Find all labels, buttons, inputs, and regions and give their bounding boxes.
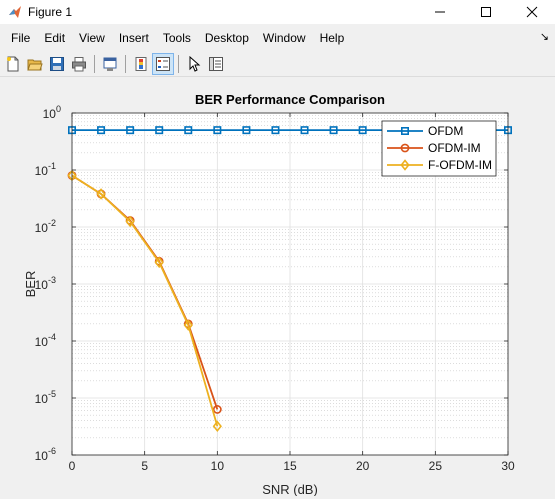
y-tick-label: 10-2: [35, 218, 56, 235]
link-plot-icon: [103, 57, 117, 71]
open-file-icon: [27, 59, 43, 70]
menu-desktop[interactable]: Desktop: [204, 31, 249, 45]
new-figure-icon: [7, 56, 19, 71]
open-file-button[interactable]: [25, 54, 45, 74]
edit-plot-cursor-icon: [189, 55, 201, 72]
menu-bar: File Edit View Insert Tools Desktop Wind…: [0, 28, 555, 48]
square-marker: [358, 126, 367, 135]
y-tick-label: 10-6: [35, 446, 56, 463]
maximize-button[interactable]: [463, 0, 509, 24]
maximize-icon: [481, 7, 491, 17]
square-marker: [329, 126, 338, 135]
x-axis-label: SNR (dB): [262, 482, 318, 496]
new-figure-button[interactable]: [3, 54, 23, 74]
property-inspector-button[interactable]: [206, 54, 226, 74]
y-axis-label: BER: [23, 271, 38, 298]
y-tick-label: 100: [43, 104, 61, 121]
x-tick-label: 20: [356, 459, 370, 473]
insert-colorbar-button[interactable]: [131, 54, 151, 74]
x-tick-label: 0: [69, 459, 76, 473]
square-marker: [155, 126, 164, 135]
matlab-logo-icon: [9, 6, 21, 18]
print-icon: [72, 56, 86, 71]
diamond-marker: [183, 319, 193, 331]
chart-title: BER Performance Comparison: [195, 92, 385, 107]
property-inspector-icon: [209, 56, 223, 71]
y-tick-label: 10-5: [35, 389, 56, 406]
ber-chart[interactable]: 0 5 10 15 20 25 3010010-110-210-310-410-510-6 …: [0, 78, 555, 497]
menu-tools[interactable]: Tools: [162, 31, 191, 45]
menu-overflow-arrow-icon[interactable]: ↘: [539, 31, 549, 43]
close-icon: [526, 6, 538, 18]
menu-help[interactable]: Help: [319, 31, 345, 45]
square-marker: [242, 126, 251, 135]
x-tick-label: 25: [429, 459, 443, 473]
minimize-icon: [435, 11, 445, 13]
x-tick-label: 10: [211, 459, 225, 473]
series-line: [71, 174, 219, 427]
insert-legend-icon: [156, 56, 170, 71]
figure-canvas[interactable]: 0 5 10 15 20 25 30 100 10-1 10-2 10-3 10-4 10-5 10-6 …: [0, 78, 555, 497]
diamond-marker: [125, 215, 135, 228]
square-marker: [184, 126, 193, 135]
save-icon: [50, 56, 64, 71]
insert-legend-button[interactable]: [152, 52, 174, 75]
minimize-button[interactable]: [417, 0, 463, 24]
y-tick-label: 10-4: [35, 332, 56, 349]
legend-label: OFDM-IM: [428, 141, 481, 155]
link-plot-button[interactable]: [100, 54, 120, 74]
square-marker: [213, 126, 222, 135]
menu-insert[interactable]: Insert: [118, 31, 149, 45]
print-button[interactable]: [69, 54, 89, 74]
square-marker: [126, 126, 135, 135]
axis-ticks: 0 5 10 15 20 25 30 100 10-1 10-2 10-3 10-4 10-5 10-6: [35, 104, 515, 473]
circle-marker: [212, 405, 222, 414]
square-marker: [271, 126, 280, 135]
circle-marker: [400, 143, 410, 153]
square-marker: [400, 126, 409, 135]
menu-edit[interactable]: Edit: [44, 31, 66, 45]
menu-view[interactable]: View: [79, 31, 105, 45]
window-titlebar: Figure 1: [0, 0, 555, 24]
y-tick-label: 10-1: [35, 161, 56, 178]
toolbar-separator: [125, 54, 126, 73]
x-tick-label: 30: [501, 459, 515, 473]
toolbar-separator: [178, 54, 179, 73]
x-tick-label: 5: [141, 459, 148, 473]
y-tick-label: 10-3: [35, 275, 56, 292]
menu-file[interactable]: File: [11, 31, 31, 45]
diamond-marker: [212, 420, 222, 432]
toolbar-separator: [94, 54, 95, 73]
window-controls: [417, 0, 555, 24]
close-button[interactable]: [509, 0, 555, 24]
window-title: Figure 1: [28, 5, 73, 19]
insert-colorbar-icon: [135, 56, 147, 71]
legend-label: F-OFDM-IM: [428, 158, 492, 172]
square-marker: [300, 126, 309, 135]
menu-window[interactable]: Window: [262, 31, 306, 45]
x-tick-label: 15: [283, 459, 297, 473]
legend-label: OFDM: [428, 124, 463, 138]
diamond-marker: [96, 188, 106, 200]
square-marker: [97, 126, 106, 135]
diamond-marker: [400, 159, 410, 171]
save-button[interactable]: [47, 54, 67, 74]
figure-toolbar: [0, 51, 555, 77]
legend[interactable]: OFDM OFDM-IM F-OFDM-IM: [381, 120, 497, 177]
edit-plot-button[interactable]: [184, 54, 204, 74]
diamond-marker: [154, 256, 164, 269]
grid-lines: [71, 112, 509, 456]
